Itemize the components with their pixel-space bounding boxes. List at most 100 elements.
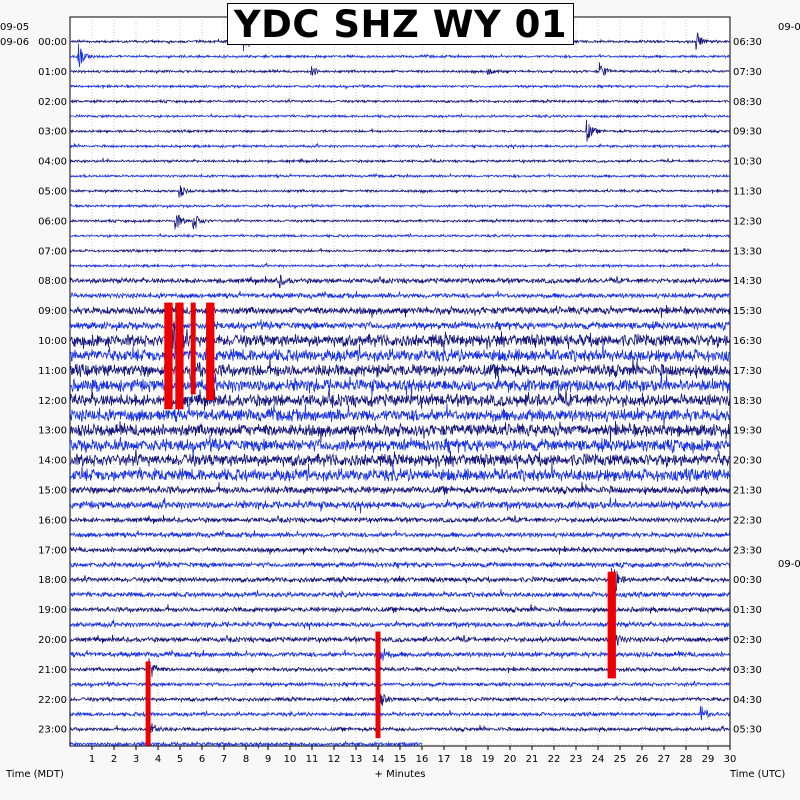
clipped-signal-bar — [610, 571, 616, 679]
left-hour-label: 04:00 — [38, 157, 67, 168]
seismic-trace — [69, 497, 731, 514]
seismic-trace — [69, 461, 731, 482]
x-tick-label: 12 — [328, 754, 341, 765]
right-hour-label: 01:30 — [733, 605, 762, 616]
seismic-trace — [69, 97, 731, 105]
right-date-top: 09-0 — [778, 22, 800, 33]
seismic-trace — [69, 688, 731, 713]
left-hour-label: 02:00 — [38, 97, 67, 108]
seismic-trace — [69, 214, 731, 230]
x-tick-label: 4 — [155, 754, 161, 765]
seismic-trace — [69, 119, 731, 142]
seismic-trace — [69, 643, 731, 672]
left-hour-label: 12:00 — [38, 396, 67, 407]
x-tick-label: 15 — [394, 754, 407, 765]
seismic-trace — [69, 529, 731, 540]
left-hour-label: 21:00 — [38, 665, 67, 676]
seismic-traces — [69, 28, 731, 749]
x-tick-label: 23 — [570, 754, 583, 765]
seismic-trace — [69, 247, 731, 254]
x-tick-label: 14 — [372, 754, 385, 765]
clipped-events — [145, 302, 616, 746]
right-hour-label: 02:30 — [733, 635, 762, 646]
x-tick-label: 2 — [111, 754, 117, 765]
x-tick-label: 26 — [636, 754, 649, 765]
seismic-trace — [69, 622, 731, 654]
right-hour-label: 12:30 — [733, 216, 762, 227]
x-tick-label: 20 — [504, 754, 517, 765]
x-tick-label: 30 — [724, 754, 737, 765]
right-hour-label: 22:30 — [733, 515, 762, 526]
left-hour-label: 23:00 — [38, 725, 67, 736]
left-hour-label: 15:00 — [38, 486, 67, 497]
left-axis-label: Time (MDT) — [5, 769, 64, 780]
seismic-trace — [69, 203, 731, 210]
right-hour-label: 16:30 — [733, 336, 762, 347]
seismic-trace — [69, 449, 731, 469]
left-axis-labels: 00:00 01:00 02:00 03:00 04:00 05:00 06:00 07:00… — [38, 37, 67, 736]
seismic-trace — [69, 185, 731, 198]
seismic-trace — [69, 515, 731, 525]
clipped-signal-bar — [190, 302, 196, 395]
right-hour-label: 00:30 — [733, 575, 762, 586]
seismic-trace — [69, 619, 731, 631]
left-hour-label: 18:00 — [38, 575, 67, 586]
clipped-signal-bar — [167, 302, 173, 410]
x-tick-label: 19 — [482, 754, 495, 765]
x-tick-label: 7 — [221, 754, 227, 765]
x-tick-label: 9 — [265, 754, 271, 765]
left-hour-label: 06:00 — [38, 216, 67, 227]
left-hour-label: 03:00 — [38, 127, 67, 138]
left-hour-label: 16:00 — [38, 515, 67, 526]
left-hour-label: 09:00 — [38, 306, 67, 317]
x-tick-label: 21 — [526, 754, 539, 765]
right-hour-label: 17:30 — [733, 366, 762, 377]
x-tick-label: 22 — [548, 754, 561, 765]
clipped-signal-bar — [175, 302, 181, 410]
right-hour-label: 23:30 — [733, 545, 762, 556]
chart-title: YDC SHZ WY 01 — [227, 3, 574, 46]
seismic-trace — [69, 113, 731, 119]
right-hour-label: 10:30 — [733, 157, 762, 168]
x-tick-label: 17 — [438, 754, 451, 765]
right-hour-label: 13:30 — [733, 246, 762, 257]
right-hour-label: 09:30 — [733, 127, 762, 138]
left-hour-label: 00:00 — [38, 37, 67, 48]
x-tick-label: 5 — [177, 754, 183, 765]
left-hour-label: 01:00 — [38, 67, 67, 78]
x-tick-label: 28 — [680, 754, 693, 765]
x-tick-label: 8 — [243, 754, 249, 765]
right-hour-label: 19:30 — [733, 426, 762, 437]
right-hour-label: 11:30 — [733, 187, 762, 198]
x-tick-label: 3 — [133, 754, 139, 765]
clipped-signal-bar — [209, 302, 215, 401]
seismic-trace — [69, 157, 731, 165]
x-tick-label: 6 — [199, 754, 205, 765]
clipped-signal-bar — [375, 631, 381, 739]
seismic-trace — [69, 680, 731, 689]
left-hour-label: 10:00 — [38, 336, 67, 347]
right-hour-label: 20:30 — [733, 456, 762, 467]
left-hour-label: 11:00 — [38, 366, 67, 377]
seismic-trace — [69, 232, 731, 239]
right-hour-label: 06:30 — [733, 37, 762, 48]
x-axis-label: + Minutes — [375, 769, 426, 780]
seismic-trace — [69, 481, 731, 496]
clipped-signal-bar — [178, 302, 184, 410]
seismic-trace — [70, 62, 731, 76]
right-hour-label: 14:30 — [733, 276, 762, 287]
seismic-trace — [69, 723, 731, 745]
seismic-trace — [69, 658, 731, 677]
seismic-trace — [69, 567, 731, 605]
x-tick-label: 16 — [416, 754, 429, 765]
right-hour-label: 08:30 — [733, 97, 762, 108]
seismic-trace — [69, 290, 731, 301]
left-hour-label: 07:00 — [38, 246, 67, 257]
x-tick-label: 27 — [658, 754, 671, 765]
x-tick-label: 11 — [306, 754, 319, 765]
left-hour-label: 08:00 — [38, 276, 67, 287]
seismic-trace — [69, 560, 731, 570]
x-tick-label: 25 — [614, 754, 627, 765]
seismic-trace — [69, 261, 731, 269]
